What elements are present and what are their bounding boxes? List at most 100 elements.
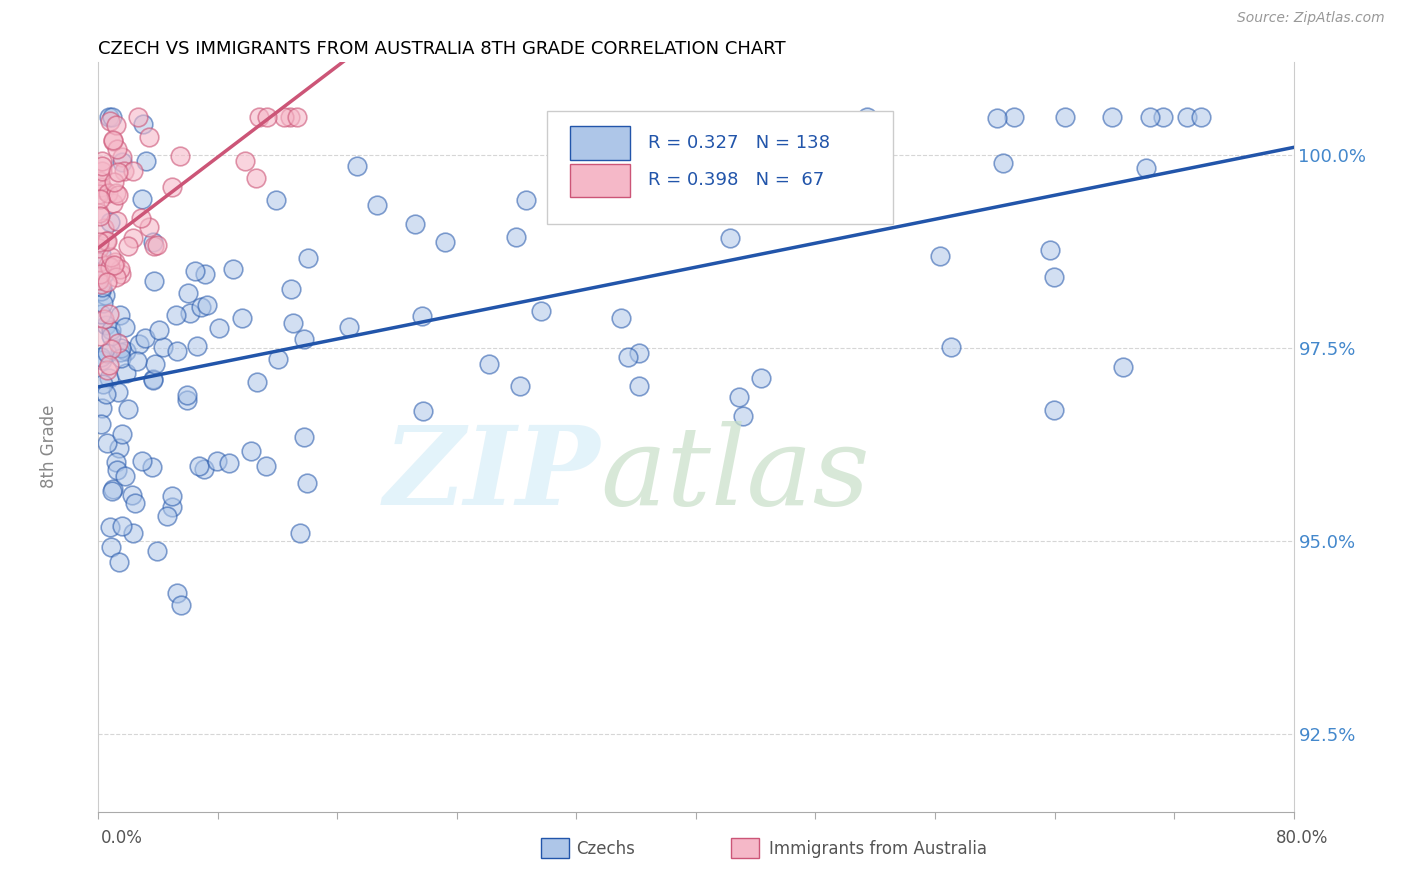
Point <box>1189 110 1212 124</box>
Point <box>142 372 165 386</box>
Point <box>90 284 112 298</box>
Point <box>411 310 433 324</box>
Point <box>1043 403 1066 417</box>
Point <box>114 319 136 334</box>
Text: 0.0%: 0.0% <box>101 829 143 847</box>
Point <box>91 280 114 294</box>
Point <box>1038 243 1060 257</box>
Point <box>295 475 318 490</box>
Point <box>114 469 136 483</box>
Point <box>256 110 278 124</box>
Point <box>114 367 136 381</box>
Point <box>1101 110 1123 124</box>
Point <box>166 344 188 359</box>
Point <box>193 461 215 475</box>
Point <box>239 444 262 458</box>
Point <box>143 239 166 253</box>
Point <box>138 130 160 145</box>
Point <box>207 454 229 468</box>
Point <box>991 156 1014 170</box>
Point <box>165 308 187 322</box>
Point <box>160 500 183 515</box>
Point <box>108 308 131 322</box>
Text: Source: ZipAtlas.com: Source: ZipAtlas.com <box>1237 12 1385 25</box>
Point <box>1054 110 1077 124</box>
Text: Czechs: Czechs <box>576 840 636 858</box>
Point <box>1002 110 1025 124</box>
Point <box>107 336 129 351</box>
Point <box>107 384 129 399</box>
Point <box>100 540 122 554</box>
Point <box>412 404 434 418</box>
Point <box>145 237 167 252</box>
Point <box>131 454 153 468</box>
Point <box>135 154 157 169</box>
Point <box>143 357 166 371</box>
Point <box>94 387 117 401</box>
Point <box>366 197 388 211</box>
Point <box>127 110 149 124</box>
Point <box>90 417 112 431</box>
Point <box>117 402 139 417</box>
Point <box>1152 110 1174 124</box>
Point <box>96 234 118 248</box>
Point <box>105 463 128 477</box>
Point <box>98 260 121 274</box>
Point <box>131 192 153 206</box>
Point <box>285 110 308 124</box>
Point <box>852 146 875 161</box>
Point <box>100 215 122 229</box>
Point <box>107 188 129 202</box>
Point <box>186 338 208 352</box>
Point <box>142 235 165 249</box>
Point <box>101 195 124 210</box>
Point <box>197 298 219 312</box>
Point <box>110 342 132 356</box>
Point <box>97 371 120 385</box>
Point <box>105 270 128 285</box>
Point <box>111 519 134 533</box>
Point <box>93 220 115 235</box>
Point <box>179 306 201 320</box>
Point <box>700 134 723 148</box>
Point <box>89 241 111 255</box>
Point <box>98 113 121 128</box>
Point <box>89 255 111 269</box>
Point <box>281 316 304 330</box>
Point <box>91 159 114 173</box>
Point <box>90 307 112 321</box>
Point <box>278 110 301 124</box>
Text: ZIP: ZIP <box>384 421 600 528</box>
Point <box>733 409 755 424</box>
Point <box>254 458 277 473</box>
Point <box>122 230 145 244</box>
Point <box>1112 359 1135 374</box>
Point <box>89 173 111 187</box>
Point <box>124 495 146 509</box>
Point <box>138 220 160 235</box>
Point <box>609 311 631 326</box>
Point <box>89 187 111 202</box>
Point <box>718 231 741 245</box>
Point <box>273 110 295 124</box>
Point <box>93 311 115 326</box>
Point <box>247 110 270 124</box>
Point <box>288 525 311 540</box>
Point <box>112 163 135 178</box>
Point <box>207 320 229 334</box>
Point <box>97 307 120 321</box>
Point <box>91 352 114 367</box>
Point <box>89 209 111 223</box>
Point <box>170 598 193 612</box>
Point <box>107 164 129 178</box>
Point <box>122 164 145 178</box>
Text: CZECH VS IMMIGRANTS FROM AUSTRALIA 8TH GRADE CORRELATION CHART: CZECH VS IMMIGRANTS FROM AUSTRALIA 8TH G… <box>98 40 786 58</box>
Point <box>108 345 131 359</box>
Point <box>108 442 131 456</box>
Point <box>132 117 155 131</box>
Point <box>856 110 879 124</box>
Point <box>96 346 118 360</box>
Point <box>246 376 269 390</box>
Point <box>100 250 122 264</box>
Point <box>515 194 537 208</box>
